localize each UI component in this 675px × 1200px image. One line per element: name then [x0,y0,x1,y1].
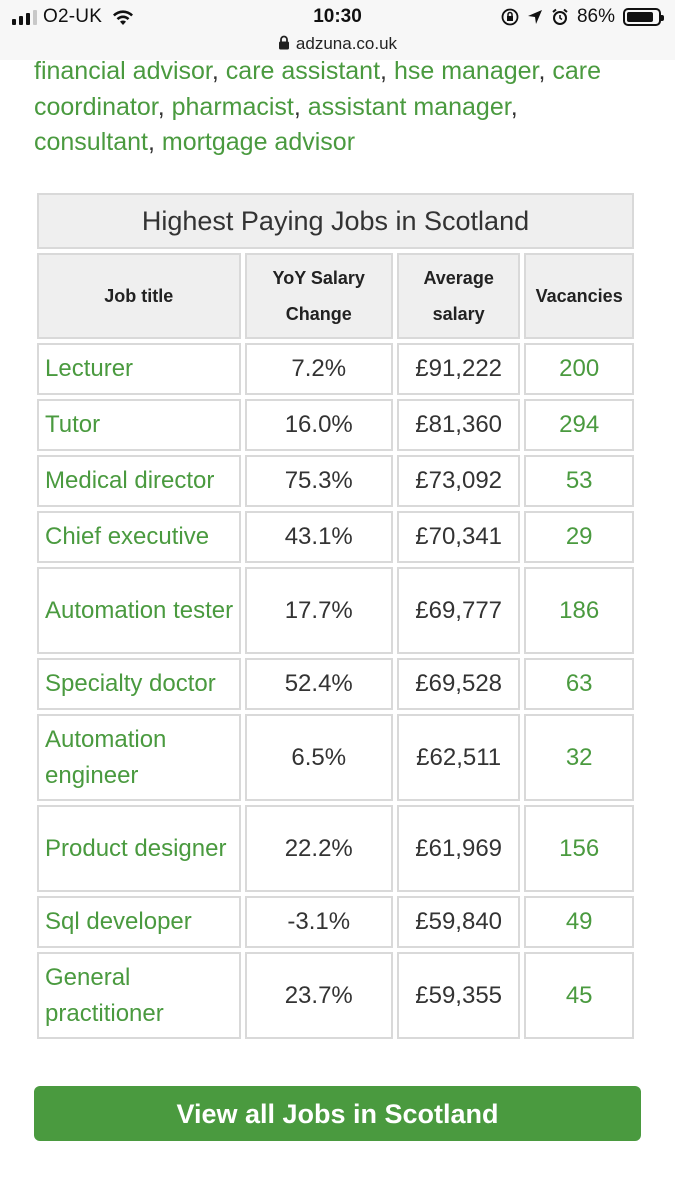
average-salary-cell: £91,222 [396,343,521,395]
job-title-link[interactable]: Medical director [37,455,241,507]
location-arrow-icon [527,10,542,24]
related-job-link[interactable]: assistant manager [307,92,511,121]
vacancies-link[interactable]: 45 [524,952,634,1039]
status-bar: O2-UK 10:30 86% [0,0,675,34]
related-job-link[interactable]: financial advisor [34,57,212,85]
average-salary-cell: £62,511 [396,714,521,801]
average-salary-cell: £59,355 [396,952,521,1039]
related-jobs: financial advisor, care assistant, hse m… [34,57,602,156]
job-title-link[interactable]: Automation engineer [37,714,241,801]
average-salary-cell: £59,840 [396,896,521,948]
table-row: Product designer 22.2% £61,969 156 [37,805,634,892]
salary-change-cell: 43.1% [244,511,393,563]
orientation-lock-icon [501,8,519,26]
job-title-link[interactable]: Automation tester [37,567,241,654]
table-row: Medical director 75.3% £73,092 53 [37,455,634,507]
table-row: Automation tester 17.7% £69,777 186 [37,567,634,654]
battery-icon [623,8,664,26]
view-all-jobs-button[interactable]: View all Jobs in Scotland [34,1086,641,1141]
average-salary-cell: £73,092 [396,455,521,507]
carrier-label: O2-UK [43,6,103,27]
salary-change-cell: 17.7% [244,567,393,654]
job-title-link[interactable]: Specialty doctor [37,658,241,710]
signal-icon [12,9,37,25]
status-right: 86% [501,6,664,28]
average-salary-cell: £81,360 [396,399,521,451]
salary-change-cell: 22.2% [244,805,393,892]
vacancies-link[interactable]: 63 [524,658,634,710]
related-job-link[interactable]: care coordinator [34,57,602,121]
table-row: General practitioner 23.7% £59,355 45 [37,952,634,1039]
table-row: Chief executive 43.1% £70,341 29 [37,511,634,563]
table-row: Automation engineer 6.5% £62,511 32 [37,714,634,801]
lock-icon [278,35,289,50]
table-row: Sql developer -3.1% £59,840 49 [37,896,634,948]
battery-percent: 86% [576,6,615,27]
average-salary-cell: £69,528 [396,658,521,710]
table-row: Specialty doctor 52.4% £69,528 63 [37,658,634,710]
salary-change-cell: 52.4% [244,658,393,710]
header-job-title: Job title [37,253,241,339]
header-average-salary: Average salary [396,253,521,339]
salary-table-wrapper: Highest Paying Jobs in Scotland Job titl… [37,189,638,1043]
vacancies-link[interactable]: 186 [524,567,634,654]
alarm-icon [552,8,568,25]
salary-change-cell: 16.0% [244,399,393,451]
table-row: Tutor 16.0% £81,360 294 [37,399,634,451]
related-job-link[interactable]: pharmacist [171,92,294,121]
table-title: Highest Paying Jobs in Scotland [37,193,634,249]
vacancies-link[interactable]: 49 [524,896,634,948]
salary-change-cell: 7.2% [244,343,393,395]
related-job-link[interactable]: care assistant [225,57,381,85]
table-row: Lecturer 7.2% £91,222 200 [37,343,634,395]
salary-change-cell: 6.5% [244,714,393,801]
related-job-link[interactable]: hse manager [393,57,539,85]
salary-change-cell: 75.3% [244,455,393,507]
average-salary-cell: £61,969 [396,805,521,892]
job-title-link[interactable]: Tutor [37,399,241,451]
header-vacancies: Vacancies [524,253,634,339]
average-salary-cell: £70,341 [396,511,521,563]
job-title-link[interactable]: Lecturer [37,343,241,395]
salary-change-cell: -3.1% [244,896,393,948]
vacancies-link[interactable]: 294 [524,399,634,451]
url-bar[interactable]: adzuna.co.uk [0,34,675,60]
job-title-link[interactable]: Sql developer [37,896,241,948]
job-title-link[interactable]: Product designer [37,805,241,892]
vacancies-link[interactable]: 53 [524,455,634,507]
header-yoy-change: YoY Salary Change [244,253,393,339]
related-job-link[interactable]: mortgage advisor [161,128,356,156]
job-title-link[interactable]: General practitioner [37,952,241,1039]
clock: 10:30 [313,6,362,27]
wifi-icon [113,9,134,25]
average-salary-cell: £69,777 [396,567,521,654]
status-left: O2-UK [12,6,134,28]
job-title-link[interactable]: Chief executive [37,511,241,563]
vacancies-link[interactable]: 200 [524,343,634,395]
related-job-link[interactable]: consultant [34,128,148,156]
url-domain: adzuna.co.uk [295,34,398,53]
salary-change-cell: 23.7% [244,952,393,1039]
vacancies-link[interactable]: 32 [524,714,634,801]
vacancies-link[interactable]: 156 [524,805,634,892]
vacancies-link[interactable]: 29 [524,511,634,563]
salary-table: Highest Paying Jobs in Scotland Job titl… [33,189,638,1043]
